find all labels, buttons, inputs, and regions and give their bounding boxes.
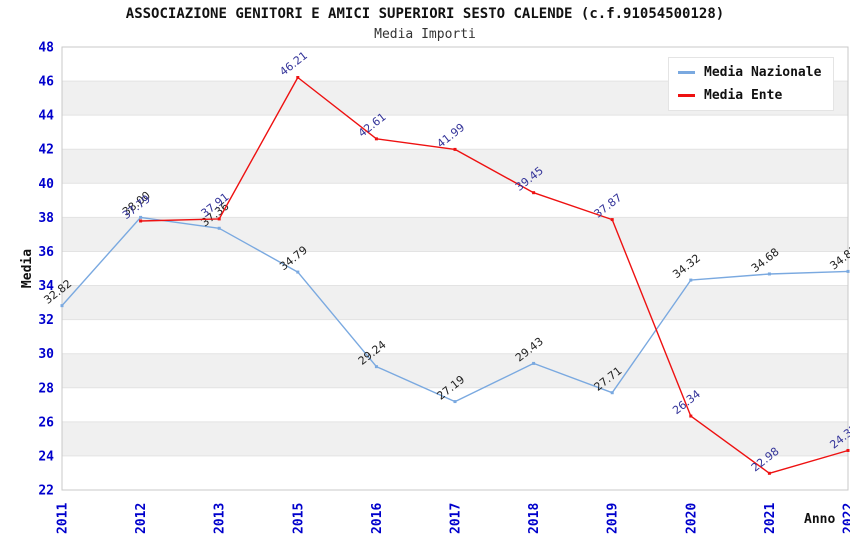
- data-point-marker: [296, 75, 300, 79]
- data-point-marker: [689, 414, 693, 418]
- data-point-marker: [453, 147, 457, 151]
- svg-text:44: 44: [38, 109, 54, 124]
- x-axis-title: Anno: [804, 512, 835, 527]
- gridlines: [61, 46, 849, 491]
- data-point-marker: [139, 215, 143, 219]
- svg-text:46: 46: [38, 75, 54, 90]
- svg-text:34: 34: [38, 279, 54, 294]
- y-axis-ticks: 48 46 44 42 40 38 36 34 32 30 28 26 24 22: [38, 41, 54, 499]
- legend-label: Media Ente: [704, 88, 783, 103]
- svg-text:42: 42: [38, 143, 54, 158]
- media-ente-line-swatch: [678, 94, 695, 97]
- svg-text:2015: 2015: [291, 503, 306, 534]
- data-point-marker: [453, 400, 457, 404]
- legend-item-media-ente: Media Ente: [678, 88, 824, 103]
- svg-text:2016: 2016: [370, 503, 385, 534]
- svg-text:2021: 2021: [763, 503, 778, 534]
- series-media-ente-line: [140, 76, 849, 474]
- legend: Media Nazionale Media Ente: [668, 57, 834, 111]
- svg-text:36: 36: [38, 245, 54, 260]
- svg-text:2018: 2018: [527, 503, 542, 534]
- legend-item-media-nazionale: Media Nazionale: [678, 65, 824, 80]
- data-point-marker: [374, 365, 378, 369]
- plot-border: [61, 46, 849, 491]
- y-axis-title: Media: [20, 249, 35, 288]
- chart-title: ASSOCIAZIONE GENITORI E AMICI SUPERIORI …: [125, 6, 725, 22]
- chart-subtitle: Media Importi: [374, 27, 476, 42]
- media-nazionale-line-swatch: [678, 71, 695, 74]
- svg-text:2019: 2019: [606, 503, 621, 534]
- svg-text:38: 38: [38, 211, 54, 226]
- data-point-marker: [139, 219, 143, 223]
- svg-text:24: 24: [38, 449, 54, 464]
- data-point-marker: [60, 304, 64, 308]
- svg-text:40: 40: [38, 177, 54, 192]
- data-point-marker: [296, 270, 300, 274]
- data-point-marker: [689, 278, 693, 282]
- svg-text:2012: 2012: [134, 503, 149, 534]
- data-point-marker: [532, 361, 536, 365]
- legend-label: Media Nazionale: [704, 65, 822, 80]
- svg-text:2022: 2022: [842, 503, 850, 534]
- data-point-marker: [374, 137, 378, 141]
- svg-text:28: 28: [38, 381, 54, 396]
- data-point-marker: [217, 217, 221, 221]
- data-point-marker: [610, 391, 614, 395]
- data-point-marker: [767, 471, 771, 475]
- svg-text:22: 22: [38, 484, 54, 499]
- svg-text:30: 30: [38, 347, 54, 362]
- data-point-marker: [532, 191, 536, 195]
- svg-text:2011: 2011: [56, 503, 71, 534]
- svg-text:48: 48: [38, 41, 54, 56]
- data-point-marker: [610, 218, 614, 222]
- data-point-marker: [217, 226, 221, 230]
- data-point-marker: [846, 269, 850, 273]
- svg-text:2017: 2017: [449, 503, 464, 534]
- plot-bands: [62, 47, 848, 490]
- data-point-marker: [846, 448, 850, 452]
- svg-text:26: 26: [38, 415, 54, 430]
- svg-text:2013: 2013: [213, 503, 228, 534]
- data-point-marker: [767, 272, 771, 276]
- svg-text:2020: 2020: [684, 503, 699, 534]
- svg-text:32: 32: [38, 313, 54, 328]
- x-axis-ticks: 2011 2012 2013 2015 2016 2017 2018 2019 2020 2021…: [56, 503, 850, 534]
